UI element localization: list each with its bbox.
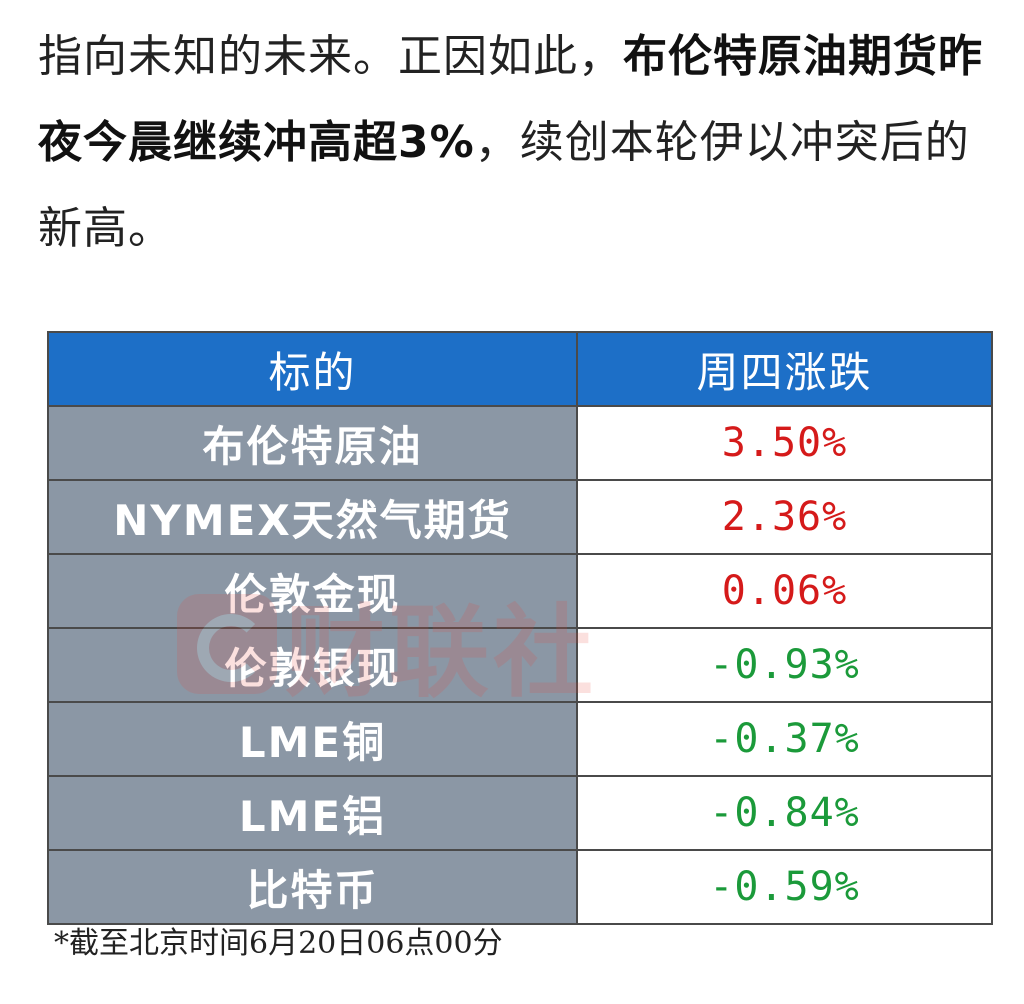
change-value: -0.93% (576, 627, 993, 703)
asset-name: LME铜 (47, 701, 578, 777)
market-change-table: 标的 周四涨跌 布伦特原油 3.50% NYMEX天然气期货 2.36% 伦敦金… (47, 331, 993, 925)
change-value: 3.50% (576, 405, 993, 481)
change-value: -0.59% (576, 849, 993, 925)
table-row: 比特币 -0.59% (47, 849, 993, 925)
table-row: 伦敦金现 0.06% (47, 553, 993, 629)
market-table-container: 标的 周四涨跌 布伦特原油 3.50% NYMEX天然气期货 2.36% 伦敦金… (47, 331, 993, 925)
data-timestamp-footnote: *截至北京时间6月20日06点00分 (54, 926, 503, 961)
paragraph-segment-0: 指向未知的未来。正因如此， (38, 31, 623, 82)
asset-name: NYMEX天然气期货 (47, 479, 578, 555)
table-row: 布伦特原油 3.50% (47, 405, 993, 481)
change-value: 2.36% (576, 479, 993, 555)
change-value: -0.84% (576, 775, 993, 851)
header-thursday-change: 周四涨跌 (576, 331, 993, 407)
change-value: -0.37% (576, 701, 993, 777)
table-row: 伦敦银现 -0.93% (47, 627, 993, 703)
asset-name: 布伦特原油 (47, 405, 578, 481)
header-asset: 标的 (47, 331, 578, 407)
paragraph-segment-bold: 布伦特原油期货昨夜今晨继续冲高超3% (38, 31, 983, 168)
article-paragraph: 指向未知的未来。正因如此，布伦特原油期货昨夜今晨继续冲高超3%，续创本轮伊以冲突… (38, 14, 1000, 272)
asset-name: LME铝 (47, 775, 578, 851)
table-row: LME铝 -0.84% (47, 775, 993, 851)
table-body: 布伦特原油 3.50% NYMEX天然气期货 2.36% 伦敦金现 0.06% … (47, 405, 993, 925)
table-header-row: 标的 周四涨跌 (47, 331, 993, 407)
paragraph-segment-2: ，续创本轮伊以冲突后的新高。 (38, 117, 970, 254)
table-row: NYMEX天然气期货 2.36% (47, 479, 993, 555)
change-value: 0.06% (576, 553, 993, 629)
asset-name: 伦敦银现 (47, 627, 578, 703)
asset-name: 比特币 (47, 849, 578, 925)
table-row: LME铜 -0.37% (47, 701, 993, 777)
asset-name: 伦敦金现 (47, 553, 578, 629)
